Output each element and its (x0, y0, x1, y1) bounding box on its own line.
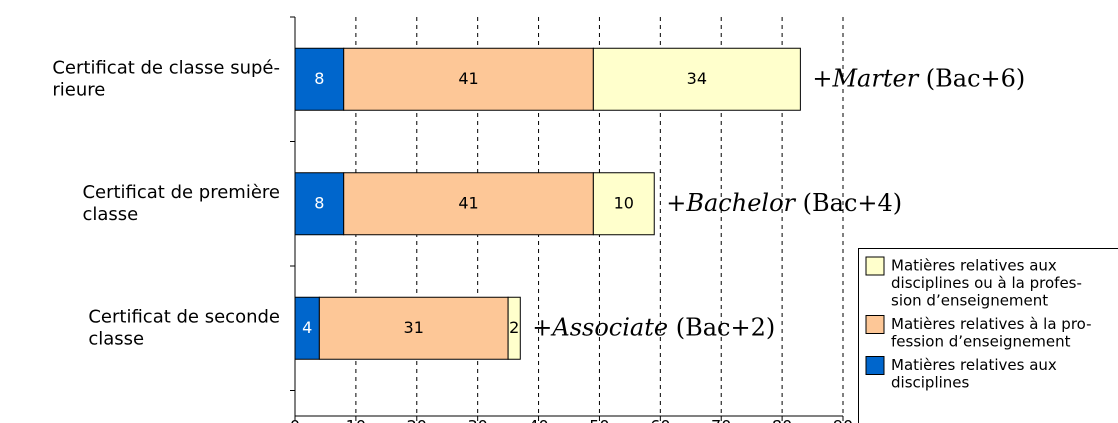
annotation: +Associate (Bac+2) (532, 313, 775, 341)
annotation-part: (Bac+4) (795, 188, 902, 216)
legend-label: Matières relatives aux (891, 257, 1057, 275)
legend-swatch (865, 356, 885, 375)
legend-label: sion d’enseignement (891, 292, 1048, 310)
legend-label: Matières relatives à la pro- (891, 315, 1092, 333)
category-label: rieure (52, 79, 105, 100)
bar-segment (592, 47, 801, 111)
value-label: 2 (509, 318, 519, 337)
annotation-part: Associate (550, 313, 668, 341)
legend-label: disciplines (891, 374, 970, 392)
bar-segment (318, 296, 509, 360)
annotation-part: + (532, 313, 552, 341)
legend-label: fession d’enseignement (891, 333, 1071, 351)
bar-segment (294, 172, 345, 236)
x-tick-label: 10 (346, 417, 366, 423)
value-label: 34 (687, 69, 707, 88)
x-tick-label: 0 (290, 417, 300, 423)
legend-label: disciplines ou à la profes- (891, 274, 1082, 292)
legend (858, 248, 1118, 423)
category-label: Certificat de première (82, 182, 280, 203)
annotation-part: Marter (831, 64, 919, 92)
annotation: +Bachelor (Bac+4) (666, 188, 902, 216)
bar-segment (343, 47, 594, 111)
annotation-part: + (666, 188, 686, 216)
annotation-part: (Bac+6) (918, 64, 1025, 92)
category-label: classe (88, 328, 144, 349)
bar-segment (294, 47, 345, 111)
x-tick-label: 20 (407, 417, 427, 423)
value-label: 41 (458, 69, 478, 88)
x-tick-label: 50 (589, 417, 609, 423)
x-tick-label: 60 (650, 417, 670, 423)
value-label: 8 (314, 69, 324, 88)
category-label: classe (82, 204, 138, 225)
annotation: +Marter (Bac+6) (812, 64, 1025, 92)
value-label: 31 (404, 318, 424, 337)
x-tick-label: 90 (833, 417, 853, 423)
value-label: 4 (302, 318, 312, 337)
annotation-part: (Bac+2) (668, 313, 775, 341)
x-tick-label: 30 (467, 417, 487, 423)
bar-segment (507, 296, 521, 360)
x-tick-label: 80 (772, 417, 792, 423)
value-label: 8 (314, 193, 324, 212)
category-label: Certificat de classe supé- (52, 57, 280, 78)
annotation-part: + (812, 64, 832, 92)
x-tick-label: 70 (711, 417, 731, 423)
bar-segment (592, 172, 655, 236)
bar-segment (343, 172, 594, 236)
bar-segment (294, 296, 320, 360)
category-label: Certificat de seconde (88, 306, 280, 327)
value-label: 41 (458, 193, 478, 212)
legend-label: Matières relatives aux (891, 356, 1057, 374)
x-tick-label: 40 (528, 417, 548, 423)
value-label: 10 (614, 193, 634, 212)
legend-swatch (865, 315, 885, 334)
annotation-part: Bachelor (685, 188, 796, 216)
legend-swatch (865, 256, 885, 276)
